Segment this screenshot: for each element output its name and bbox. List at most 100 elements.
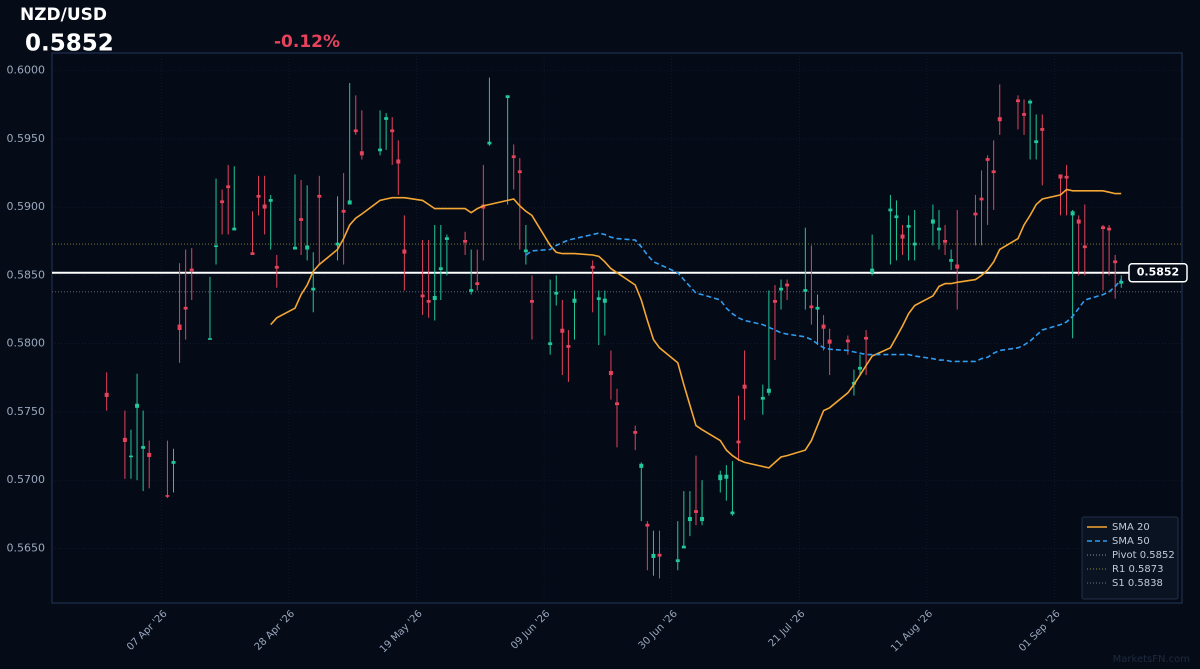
candle-body bbox=[220, 200, 225, 204]
y-tick-label: 0.5800 bbox=[7, 337, 46, 350]
candle-body bbox=[888, 208, 893, 212]
legend-label: S1 0.5838 bbox=[1112, 578, 1163, 589]
candle-body bbox=[560, 328, 565, 333]
y-tick-label: 0.5850 bbox=[7, 268, 46, 281]
candle-body bbox=[1107, 227, 1112, 231]
candle-body bbox=[226, 185, 231, 189]
candle-body bbox=[548, 342, 553, 346]
candle-body bbox=[207, 338, 212, 340]
candle-body bbox=[590, 265, 595, 269]
candle-body bbox=[1113, 260, 1118, 264]
candle-body bbox=[359, 151, 364, 156]
candle-body bbox=[1101, 226, 1106, 230]
change: -0.12% bbox=[274, 32, 340, 52]
candle-body bbox=[572, 298, 577, 303]
candle-body bbox=[1028, 100, 1033, 104]
candle-body bbox=[845, 339, 850, 343]
sma-line bbox=[525, 232, 1122, 363]
candle-body bbox=[821, 324, 826, 329]
candle-body bbox=[554, 291, 559, 295]
candle-body bbox=[742, 384, 747, 389]
price-tag bbox=[1128, 262, 1188, 283]
candle-body bbox=[760, 396, 765, 400]
candle-body bbox=[894, 215, 899, 219]
candle-body bbox=[1082, 245, 1087, 249]
candle-body bbox=[250, 252, 255, 255]
candle-body bbox=[645, 523, 650, 527]
candle-body bbox=[651, 553, 656, 558]
candle-body bbox=[293, 246, 298, 250]
candle-body bbox=[1034, 140, 1039, 144]
candle-body bbox=[402, 249, 407, 254]
candle-body bbox=[730, 511, 735, 515]
candle-body bbox=[487, 141, 492, 145]
candle-body bbox=[305, 245, 310, 250]
candle-body bbox=[596, 297, 601, 301]
candle-body bbox=[104, 392, 109, 397]
candle-body bbox=[700, 517, 705, 522]
candle-body bbox=[214, 245, 219, 248]
candle-body bbox=[1119, 280, 1124, 284]
candle-body bbox=[189, 268, 194, 272]
candle-body bbox=[724, 474, 729, 479]
candle-body bbox=[870, 268, 875, 273]
legend-box bbox=[1081, 516, 1179, 600]
candle-body bbox=[517, 170, 522, 174]
candle-body bbox=[384, 117, 389, 120]
candle-body bbox=[165, 495, 170, 497]
candle-body bbox=[341, 209, 346, 213]
candle-body bbox=[135, 403, 140, 408]
candle-body bbox=[390, 129, 395, 133]
legend-label: SMA 20 bbox=[1112, 522, 1150, 533]
candle-body bbox=[1040, 128, 1045, 131]
candle-body bbox=[997, 117, 1002, 122]
watermark: MarketsFN.com bbox=[1113, 654, 1190, 665]
y-tick-label: 0.5950 bbox=[7, 132, 46, 145]
candle-body bbox=[511, 155, 516, 159]
candle-body bbox=[639, 463, 644, 468]
candle-body bbox=[949, 259, 954, 262]
legend-label: Pivot 0.5852 bbox=[1112, 550, 1175, 561]
candle-body bbox=[657, 553, 662, 557]
candle-body bbox=[772, 300, 777, 303]
candle-body bbox=[128, 455, 133, 458]
candle-body bbox=[858, 366, 863, 370]
candle-body bbox=[317, 194, 322, 198]
candle-body bbox=[955, 264, 960, 269]
candle-body bbox=[615, 402, 619, 406]
candle-body bbox=[177, 324, 182, 331]
candle-body bbox=[803, 289, 808, 292]
candle-body bbox=[936, 227, 941, 231]
y-tick-label: 0.5750 bbox=[7, 405, 46, 418]
candle-body bbox=[444, 237, 449, 240]
candle-body bbox=[122, 437, 127, 442]
candle-body bbox=[602, 298, 607, 303]
y-tick-label: 0.5700 bbox=[7, 473, 46, 486]
candle-body bbox=[985, 158, 990, 161]
candle-body bbox=[608, 370, 613, 376]
candle-body bbox=[1022, 113, 1027, 116]
candle-body bbox=[505, 95, 510, 99]
candle-body bbox=[827, 339, 832, 344]
candle-body bbox=[779, 287, 784, 291]
candle-body bbox=[681, 545, 686, 549]
plot-area bbox=[51, 52, 1183, 604]
candle-body bbox=[1070, 211, 1075, 216]
candle-body bbox=[420, 294, 425, 298]
candle-body bbox=[232, 227, 237, 231]
candle-body bbox=[930, 219, 935, 224]
candle-body bbox=[335, 242, 340, 246]
candle-body bbox=[973, 212, 978, 216]
candle-body bbox=[815, 306, 820, 310]
candle-body bbox=[432, 295, 437, 301]
candle-body bbox=[809, 305, 814, 309]
candle-body bbox=[426, 300, 431, 303]
candle-body bbox=[523, 249, 528, 253]
candle-body bbox=[299, 218, 304, 221]
candle-body bbox=[693, 510, 698, 513]
candle-body bbox=[274, 265, 279, 269]
candle-body bbox=[268, 199, 273, 202]
candle-body bbox=[311, 287, 316, 291]
candle-body bbox=[633, 431, 638, 434]
